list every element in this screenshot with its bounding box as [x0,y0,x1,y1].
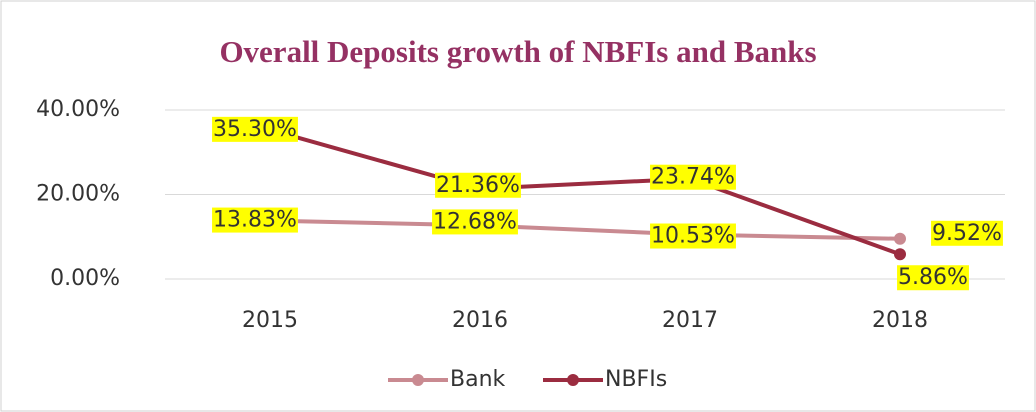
y-tick-label: 0.00% [50,266,120,291]
data-label-highlight [435,172,521,198]
data-label-group: 13.83% [212,207,298,233]
data-label-group: 35.30% [212,116,298,142]
data-label: 21.36% [436,173,520,198]
x-tick-label: 2017 [662,308,718,333]
legend-swatch-marker [412,374,424,386]
data-label: 9.52% [932,221,1002,246]
data-label-highlight [650,164,736,190]
data-label-highlight [212,207,298,233]
series-line [269,127,901,257]
data-label: 5.86% [898,265,968,290]
data-label: 10.53% [651,224,735,249]
y-tick-label: 40.00% [36,97,120,122]
data-label: 23.74% [651,165,735,190]
legend-label: Bank [450,367,506,392]
data-label-highlight [212,116,298,142]
data-label-highlight [650,223,736,249]
x-tick-label: 2015 [242,308,298,333]
chart-title: Overall Deposits growth of NBFIs and Ban… [219,34,816,69]
data-label-group: 9.52% [931,220,1003,246]
legend-label: NBFIs [605,367,667,392]
data-label-group: 10.53% [650,223,736,249]
data-label: 35.30% [213,117,297,142]
data-label-group: 23.74% [650,164,736,190]
legend-swatch-marker [567,374,579,386]
data-label-group: 12.68% [432,209,518,235]
data-label-group: 5.86% [897,265,969,291]
series-marker [894,248,906,261]
data-label-highlight [897,265,969,291]
data-label: 12.68% [433,209,517,234]
data-label-group: 21.36% [435,172,521,198]
series-marker [894,232,906,245]
data-label-highlight [931,220,1003,246]
series-line [269,218,901,241]
data-label-highlight [432,209,518,235]
data-label: 13.83% [213,208,297,233]
x-tick-label: 2016 [452,308,508,333]
x-tick-label: 2018 [872,308,928,333]
y-tick-label: 20.00% [36,182,120,207]
